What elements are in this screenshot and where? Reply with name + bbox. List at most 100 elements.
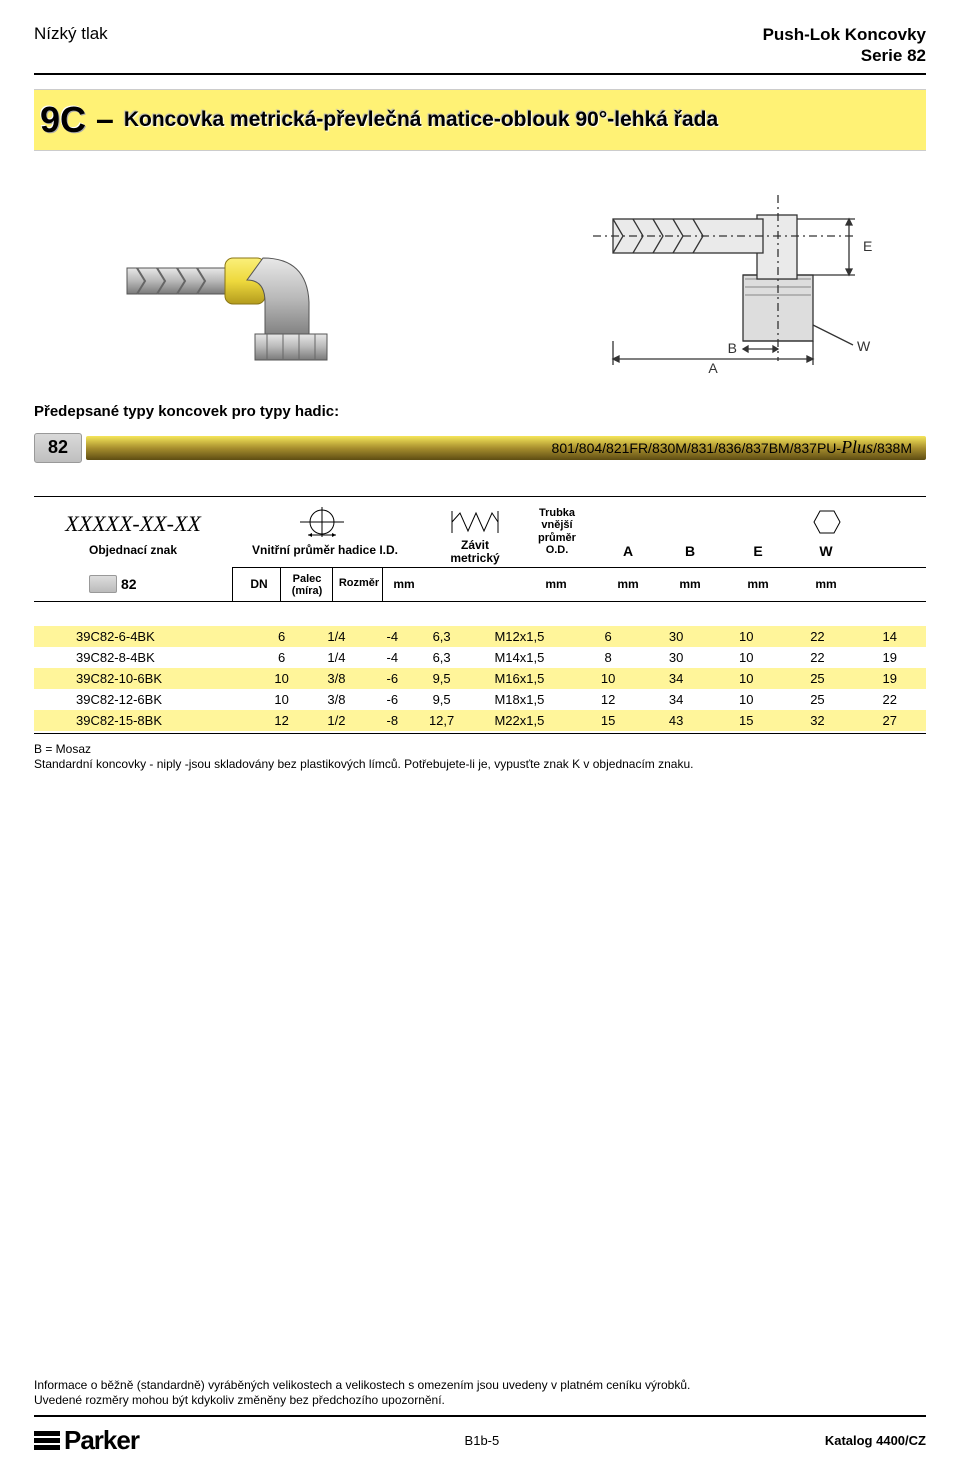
unit-od: mm	[534, 577, 578, 591]
cell-mm: 9,5	[420, 668, 464, 689]
cell-w: 14	[854, 626, 926, 647]
cell-e: 22	[781, 647, 853, 668]
cell-mm: 9,5	[420, 689, 464, 710]
cell-mm: 12,7	[420, 710, 464, 731]
cell-od: 8	[575, 647, 641, 668]
notes: B = Mosaz Standardní koncovky - niply -j…	[34, 742, 926, 773]
dim-B-label: B	[728, 340, 737, 356]
cell-od: 6	[575, 626, 641, 647]
cell-w: 22	[854, 689, 926, 710]
cell-dn: 10	[255, 668, 308, 689]
col-mm1: mm	[386, 577, 422, 591]
hose-compat-prefix: 801/804/821FR/830M/831/836/837BM/837PU-	[552, 440, 842, 456]
cell-part: 39C82-8-4BK	[34, 647, 255, 668]
thread-label: Závitmetrický	[430, 539, 520, 567]
prescribed-label: Předepsané typy koncovek pro typy hadic:	[34, 403, 926, 420]
header-right: Push-Lok Koncovky Serie 82	[763, 24, 926, 67]
footer: Informace o běžně (standardně) vyráběnýc…	[34, 1378, 926, 1456]
cell-b: 10	[711, 668, 781, 689]
cell-od: 12	[575, 689, 641, 710]
catalog-id: Katalog 4400/CZ	[825, 1433, 926, 1448]
cell-dn: 10	[255, 689, 308, 710]
hose-compat-bar: 82 801/804/821FR/830M/831/836/837BM/837P…	[34, 430, 926, 466]
id-icon	[300, 507, 344, 540]
header-right-line1: Push-Lok Koncovky	[763, 24, 926, 45]
cell-w: 19	[854, 647, 926, 668]
hose-series-badge: 82	[34, 433, 82, 463]
cell-od: 10	[575, 668, 641, 689]
cell-thread: M16x1,5	[464, 668, 576, 689]
parker-logo-text: Parker	[64, 1425, 139, 1456]
table-header: XXXXX-XX-XX Objednací znak 82 Vnitřní pr…	[34, 496, 926, 626]
cell-a: 30	[641, 626, 711, 647]
col-b: B	[666, 543, 714, 559]
cell-b: 10	[711, 689, 781, 710]
figure-row: A B E W	[34, 175, 926, 375]
thread-icon	[450, 509, 500, 538]
hose-compat-plus: Plus	[841, 437, 873, 458]
cell-mm: 6,3	[420, 647, 464, 668]
cell-palec: 3/8	[308, 668, 365, 689]
cell-rozmer: -6	[365, 689, 420, 710]
cell-part: 39C82-12-6BK	[34, 689, 255, 710]
header-right-line2: Serie 82	[763, 45, 926, 66]
footer-rule	[34, 1415, 926, 1417]
footer-info: Informace o běžně (standardně) vyráběnýc…	[34, 1378, 926, 1409]
fitting-technical-drawing: A B E W	[480, 175, 926, 375]
table-row: 39C82-10-6BK103/8-69,5M16x1,51034102519	[34, 668, 926, 689]
order-code-pattern: XXXXX-XX-XX	[34, 511, 232, 537]
tube-od-label: Trubka vnější průměr O.D.	[526, 507, 588, 558]
cell-a: 43	[641, 710, 711, 731]
col-dn: DN	[239, 577, 279, 591]
title-band: 9C – Koncovka metrická-převlečná matice-…	[34, 89, 926, 151]
col-e: E	[734, 543, 782, 559]
dim-W-label: W	[857, 338, 871, 354]
order-code-label: Objednací znak	[34, 543, 232, 557]
cell-part: 39C82-10-6BK	[34, 668, 255, 689]
unit-e: mm	[734, 577, 782, 591]
order-series-number: 82	[121, 576, 137, 592]
spec-table: 39C82-6-4BK61/4-46,3M12x1,563010221439C8…	[34, 626, 926, 731]
dim-E-label: E	[863, 238, 872, 254]
hex-icon	[812, 507, 842, 540]
cell-a: 34	[641, 689, 711, 710]
cell-dn: 12	[255, 710, 308, 731]
cell-rozmer: -8	[365, 710, 420, 731]
note-storage: Standardní koncovky - niply -jsou sklado…	[34, 757, 926, 773]
cell-palec: 1/4	[308, 647, 365, 668]
header-rule	[34, 73, 926, 75]
cell-e: 25	[781, 689, 853, 710]
cell-w: 27	[854, 710, 926, 731]
order-series-icon: 82	[89, 575, 137, 593]
cell-palec: 1/2	[308, 710, 365, 731]
table-row: 39C82-8-4BK61/4-46,3M14x1,5830102219	[34, 647, 926, 668]
cell-thread: M22x1,5	[464, 710, 576, 731]
cell-od: 15	[575, 710, 641, 731]
cell-rozmer: -6	[365, 668, 420, 689]
cell-e: 32	[781, 710, 853, 731]
unit-w: mm	[802, 577, 850, 591]
cell-dn: 6	[255, 647, 308, 668]
table-row: 39C82-15-8BK121/2-812,7M22x1,51543153227	[34, 710, 926, 731]
title-dash: –	[96, 101, 114, 138]
title-code: 9C	[40, 99, 86, 141]
unit-b: mm	[666, 577, 714, 591]
col-a: A	[604, 543, 652, 559]
cell-dn: 6	[255, 626, 308, 647]
cell-a: 34	[641, 668, 711, 689]
cell-palec: 1/4	[308, 626, 365, 647]
cell-rozmer: -4	[365, 626, 420, 647]
cell-mm: 6,3	[420, 626, 464, 647]
header-left: Nízký tlak	[34, 24, 108, 44]
cell-b: 10	[711, 626, 781, 647]
dim-A-label: A	[708, 360, 718, 375]
cell-thread: M14x1,5	[464, 647, 576, 668]
note-material: B = Mosaz	[34, 742, 926, 758]
col-rozmer: Rozměr	[334, 577, 384, 589]
cell-part: 39C82-15-8BK	[34, 710, 255, 731]
title-text: Koncovka metrická-převlečná matice-oblou…	[124, 108, 718, 132]
cell-rozmer: -4	[365, 647, 420, 668]
id-label: Vnitřní průměr hadice I.D.	[232, 543, 418, 557]
fitting-3d-illustration	[34, 180, 480, 370]
cell-thread: M18x1,5	[464, 689, 576, 710]
